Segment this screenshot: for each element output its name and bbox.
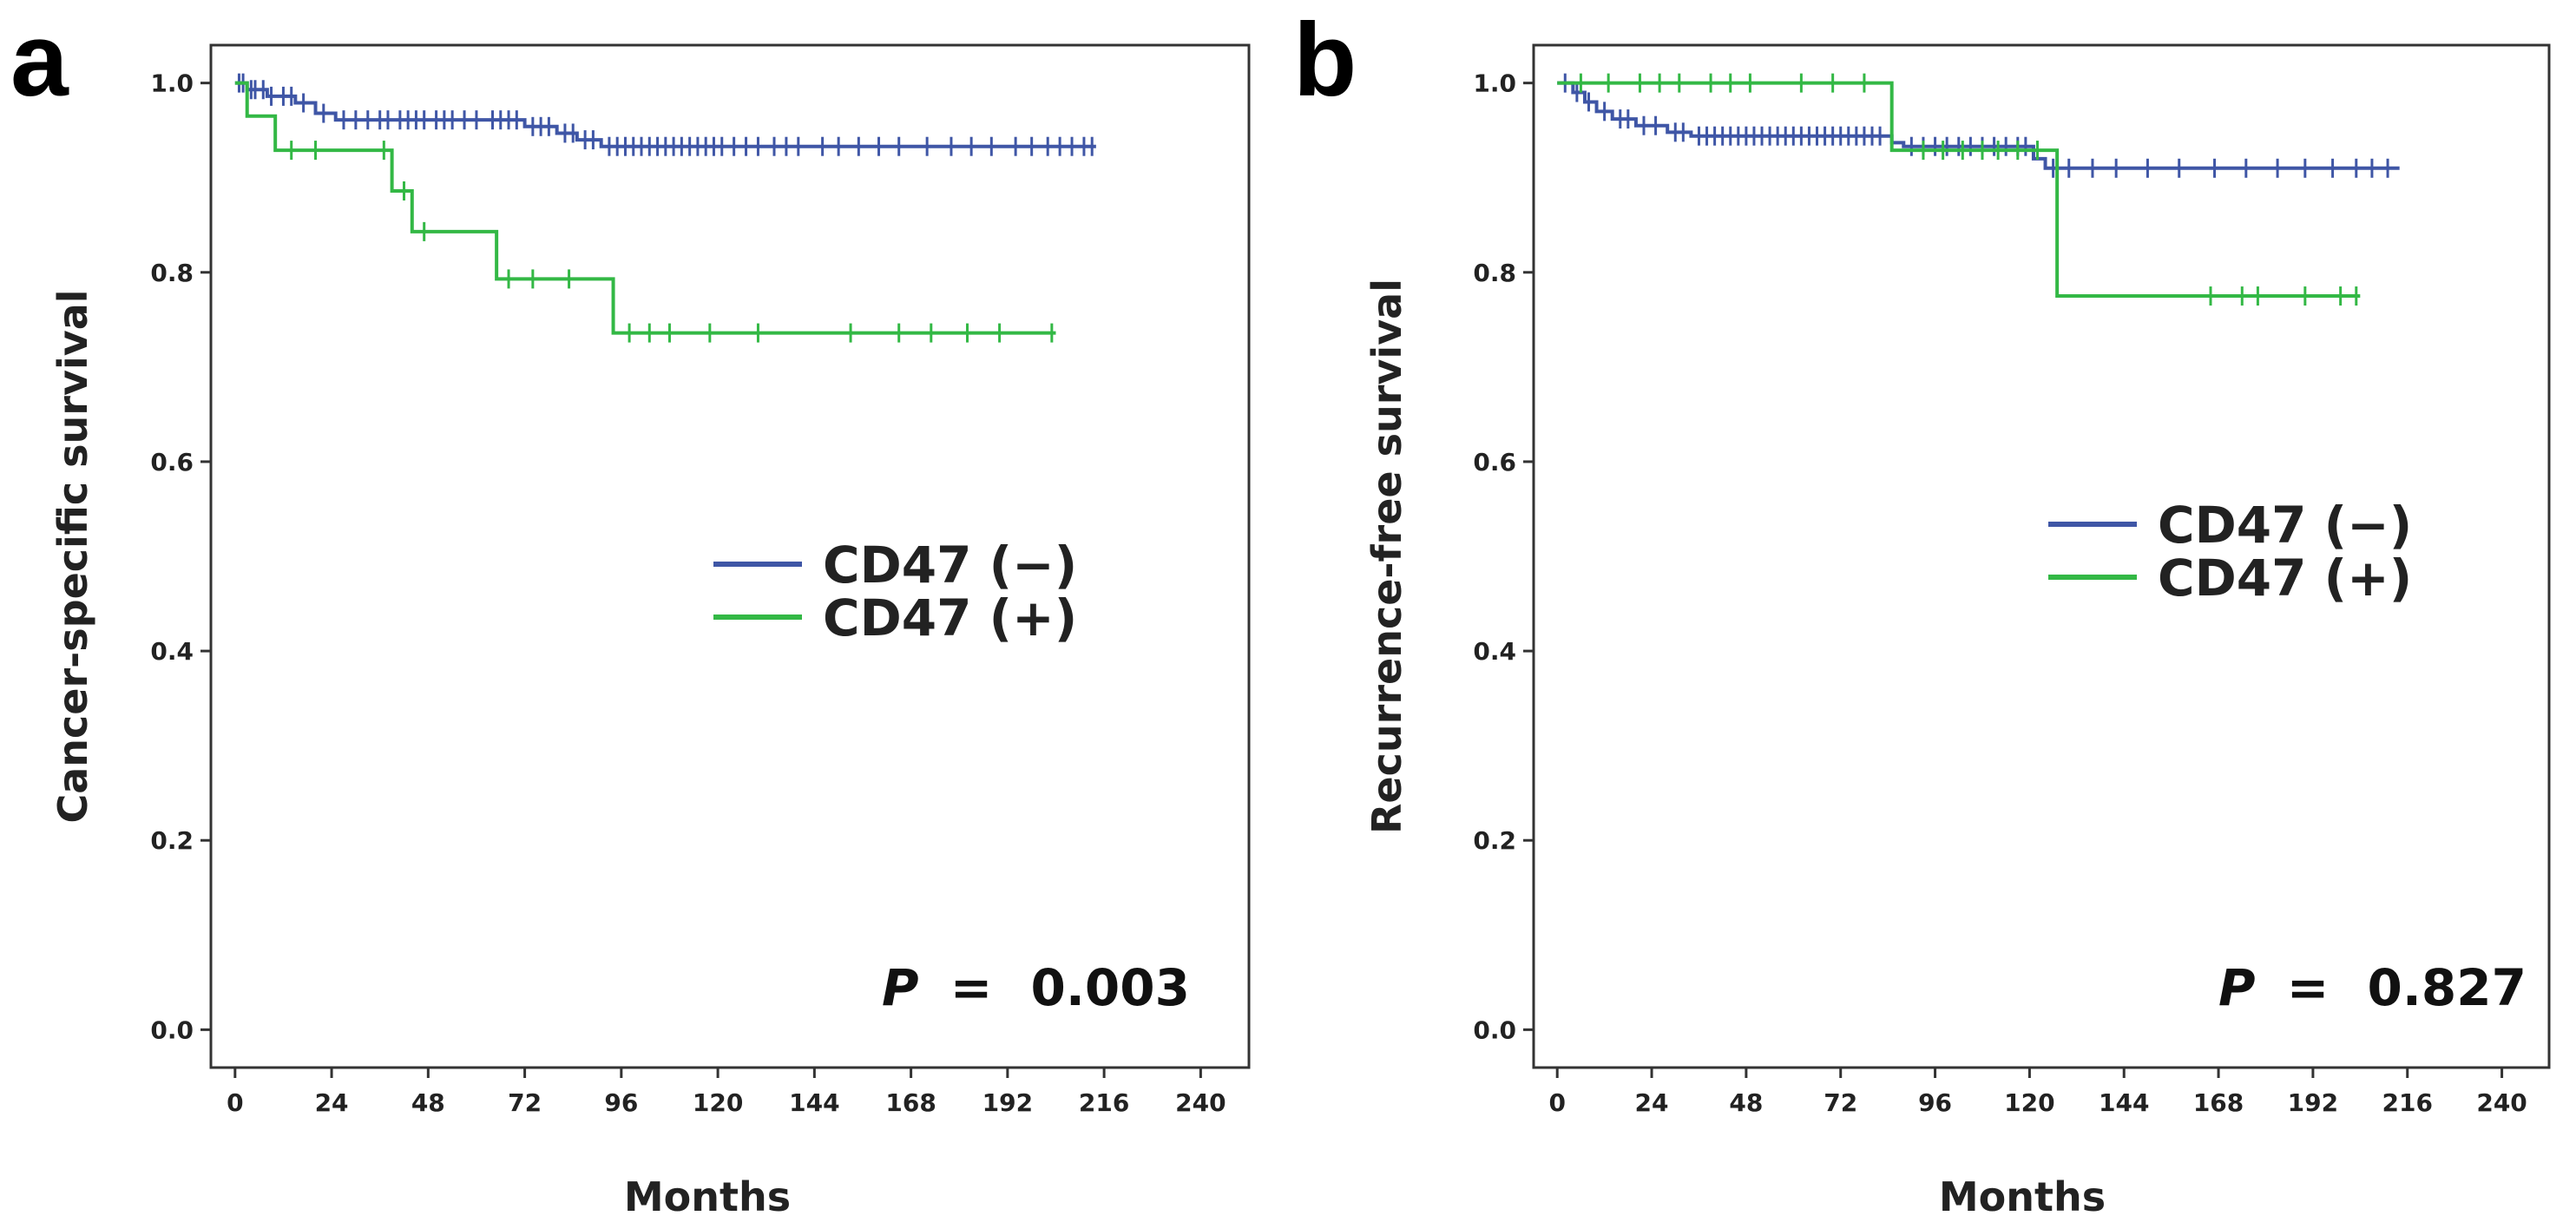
chart-a: a 0.0 0.2 0.4 0.6 0.8 1.0 0 24 48 72 96 120 144 168 1… (10, 2, 1251, 1220)
x-axis-a: 0 24 48 72 96 120 144 168 192 216 240 (227, 1068, 1226, 1117)
x-tick-label: 168 (885, 1088, 936, 1117)
x-tick-label: 144 (789, 1088, 839, 1117)
y-tick-label: 0.4 (1473, 637, 1516, 666)
y-axis-title-b: Recurrence-free survival (1364, 279, 1410, 834)
pvalue-a-value: 0.003 (1031, 958, 1190, 1017)
x-tick-label: 96 (1918, 1088, 1952, 1117)
legend-label-a-0: CD47 (−) (823, 536, 1077, 595)
y-tick-label: 0.2 (1473, 826, 1516, 855)
plot-frame-b (1532, 43, 2551, 1069)
pvalue-a: P = 0.003 (882, 958, 1190, 1017)
panel-a-letter: a (10, 2, 69, 118)
panel-a: a 0.0 0.2 0.4 0.6 0.8 1.0 0 24 48 72 96 120 144 168 1… (10, 2, 1251, 1220)
x-tick-label: 24 (315, 1088, 349, 1117)
y-axis-b: 0.0 0.2 0.4 0.6 0.8 1.0 (1473, 69, 1534, 1044)
pvalue-a-label: P (882, 958, 919, 1017)
x-tick-label: 192 (2288, 1088, 2338, 1117)
pvalue-b: P = 0.827 (2218, 958, 2527, 1017)
panel-b: b 0.0 0.2 0.4 0.6 0.8 1.0 0 24 48 72 96 120 144 168 1… (1288, 0, 2576, 1229)
plot-frame-a (209, 43, 1251, 1069)
y-axis-a: 0.0 0.2 0.4 0.6 0.8 1.0 (150, 69, 211, 1044)
y-tick-label: 0.6 (150, 448, 194, 476)
y-tick-label: 0.8 (150, 259, 194, 287)
y-tick-label: 0.6 (1473, 448, 1516, 476)
y-tick-label: 0.0 (150, 1015, 194, 1044)
x-tick-label: 240 (1175, 1088, 1226, 1117)
legend-label-b-0: CD47 (−) (2158, 496, 2412, 555)
x-tick-label: 72 (1824, 1088, 1857, 1117)
x-tick-label: 24 (1635, 1088, 1669, 1117)
legend-label-b-1: CD47 (+) (2158, 549, 2412, 608)
y-tick-label: 0.4 (150, 637, 194, 666)
legend-a: CD47 (−) CD47 (+) (713, 536, 1077, 647)
y-tick-label: 1.0 (150, 69, 194, 98)
km-curve-a-0 (234, 81, 1096, 148)
x-tick-label: 96 (604, 1088, 638, 1117)
x-tick-label: 120 (2004, 1088, 2054, 1117)
y-axis-title-a: Cancer-specific survival (49, 289, 96, 823)
x-tick-label: 120 (693, 1088, 743, 1117)
series-layer-b (1557, 73, 2400, 306)
x-tick-label: 168 (2193, 1088, 2244, 1117)
legend-b: CD47 (−) CD47 (+) (2048, 496, 2412, 608)
y-tick-label: 1.0 (1473, 69, 1516, 98)
panel-b-letter: b (1293, 2, 1357, 118)
x-axis-title-a: Months (624, 1173, 791, 1220)
pvalue-b-value: 0.827 (2368, 958, 2527, 1017)
legend-label-a-1: CD47 (+) (823, 588, 1077, 647)
series-layer-a (234, 73, 1096, 343)
km-curve-a-1 (234, 81, 1056, 335)
x-tick-label: 0 (227, 1088, 243, 1117)
y-tick-label: 0.8 (1473, 259, 1516, 287)
x-axis-b: 0 24 48 72 96 120 144 168 192 216 240 (1548, 1068, 2527, 1117)
x-tick-label: 0 (1548, 1088, 1565, 1117)
chart-b: b 0.0 0.2 0.4 0.6 0.8 1.0 0 24 48 72 96 120 144 168 1… (1293, 2, 2551, 1220)
y-tick-label: 0.2 (150, 826, 194, 855)
x-axis-title-b: Months (1939, 1173, 2106, 1220)
x-tick-label: 48 (1729, 1088, 1763, 1117)
pvalue-b-equals: = (2287, 958, 2330, 1017)
pvalue-b-label: P (2218, 958, 2256, 1017)
x-tick-label: 216 (1079, 1088, 1129, 1117)
x-tick-label: 48 (411, 1088, 445, 1117)
x-tick-label: 192 (982, 1088, 1033, 1117)
x-tick-label: 216 (2382, 1088, 2433, 1117)
x-tick-label: 72 (508, 1088, 542, 1117)
x-tick-label: 144 (2099, 1088, 2149, 1117)
x-tick-label: 240 (2476, 1088, 2527, 1117)
pvalue-a-equals: = (950, 958, 993, 1017)
km-curve-b-1 (1557, 81, 2361, 299)
y-tick-label: 0.0 (1473, 1015, 1516, 1044)
